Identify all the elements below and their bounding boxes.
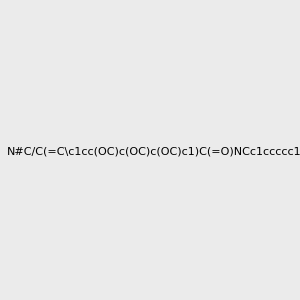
Text: N#C/C(=C\c1cc(OC)c(OC)c(OC)c1)C(=O)NCc1ccccc1: N#C/C(=C\c1cc(OC)c(OC)c(OC)c1)C(=O)NCc1c… — [6, 146, 300, 157]
